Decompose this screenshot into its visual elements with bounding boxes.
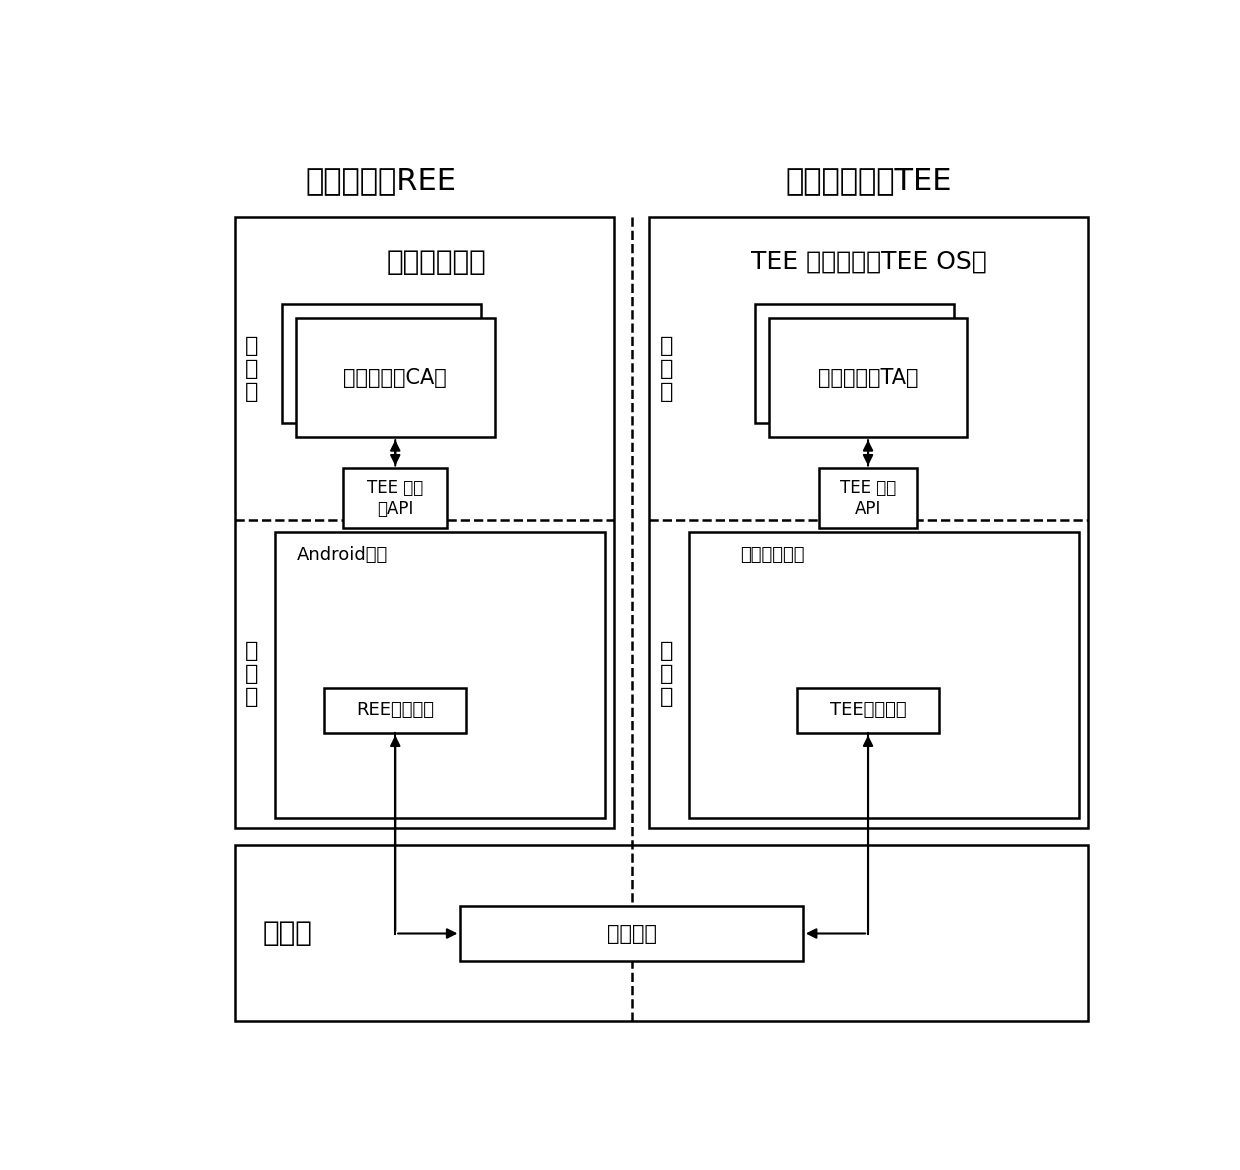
Bar: [296, 318, 495, 438]
Bar: [281, 304, 481, 424]
Text: 可信应用（TA）: 可信应用（TA）: [818, 367, 919, 387]
Bar: [818, 468, 918, 529]
Text: 内
核
态: 内 核 态: [246, 641, 259, 707]
Bar: [343, 468, 448, 529]
Text: 安卓操作系统: 安卓操作系统: [386, 248, 486, 276]
Bar: [689, 531, 1079, 818]
Text: TEE 操作系统（TEE OS）: TEE 操作系统（TEE OS）: [751, 250, 987, 274]
Text: 可信执行环境TEE: 可信执行环境TEE: [786, 166, 952, 195]
Text: 用
户
态: 用 户 态: [246, 336, 259, 402]
Text: REE通信代理: REE通信代理: [356, 701, 434, 720]
Bar: [769, 318, 967, 438]
Text: 客户应用（CA）: 客户应用（CA）: [343, 367, 448, 387]
Text: 可信核心组件: 可信核心组件: [740, 545, 805, 564]
Bar: [324, 688, 466, 732]
Bar: [650, 218, 1089, 828]
Bar: [236, 845, 1089, 1020]
Text: 消息通道: 消息通道: [606, 923, 657, 943]
Text: 内
核
态: 内 核 态: [660, 641, 673, 707]
Bar: [797, 688, 939, 732]
Bar: [460, 906, 804, 962]
Text: 硬件层: 硬件层: [263, 918, 312, 947]
Text: 富执行环境REE: 富执行环境REE: [306, 166, 456, 195]
Text: Android组件: Android组件: [298, 545, 388, 564]
Text: TEE通信代理: TEE通信代理: [830, 701, 906, 720]
Bar: [755, 304, 954, 424]
Text: TEE 内部
API: TEE 内部 API: [839, 479, 897, 518]
Text: TEE 客户
端API: TEE 客户 端API: [367, 479, 423, 518]
Bar: [236, 218, 614, 828]
Text: 用
户
态: 用 户 态: [660, 336, 673, 402]
Bar: [275, 531, 605, 818]
